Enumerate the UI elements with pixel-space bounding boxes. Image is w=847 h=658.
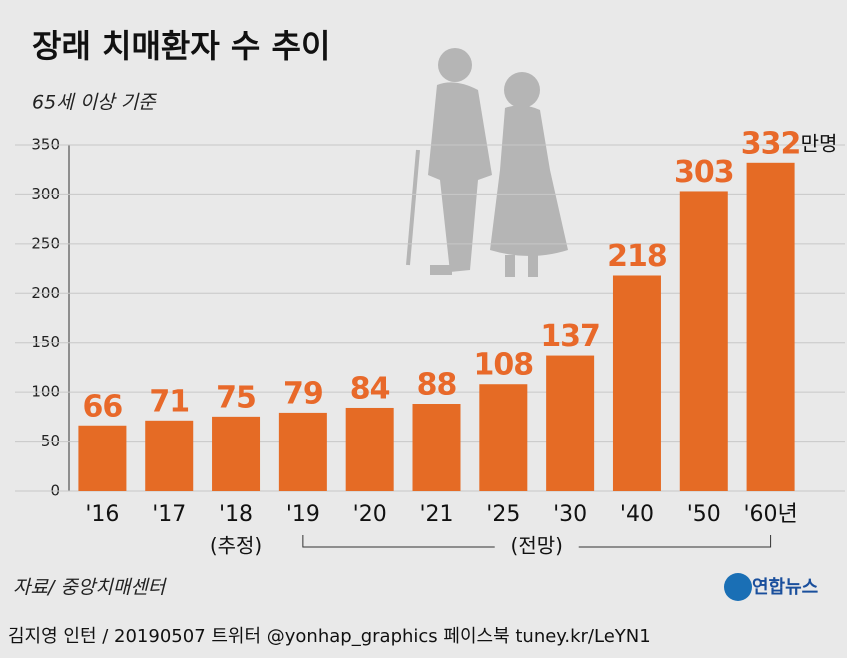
value-label: 332	[741, 126, 801, 161]
x-tick-label: '20	[353, 502, 387, 527]
bar	[145, 420, 194, 491]
value-label: 79	[283, 376, 323, 411]
bar	[546, 355, 595, 491]
value-label: 303	[674, 155, 734, 190]
bar	[345, 407, 394, 491]
x-tick-label: '40	[620, 502, 654, 527]
value-label: 84	[350, 371, 390, 406]
bar	[479, 384, 528, 491]
value-label: 108	[474, 348, 534, 383]
forecast-bracket	[302, 535, 772, 548]
forecast-note: (전망)	[511, 534, 563, 558]
elderly-silhouette	[406, 48, 568, 277]
x-tick-label: '50	[687, 502, 721, 527]
value-label: 88	[417, 368, 457, 403]
x-tick-label: '60년	[743, 502, 797, 527]
value-label: 71	[149, 384, 189, 419]
bar	[612, 275, 661, 491]
bar	[412, 404, 461, 491]
value-label: 137	[540, 319, 600, 354]
value-label: 66	[83, 389, 123, 424]
chart-subtitle: 65세 이상 기준	[32, 92, 157, 114]
unit-label: 만명	[801, 131, 838, 155]
x-tick-label: '17	[152, 502, 186, 527]
bar	[212, 416, 261, 491]
bar	[746, 162, 795, 491]
bar	[78, 425, 127, 491]
x-tick-label: '19	[286, 502, 320, 527]
x-tick-label: '21	[419, 502, 453, 527]
x-tick-label: '25	[486, 502, 520, 527]
source: 자료/ 중앙치매센터	[13, 577, 168, 599]
value-label: 75	[216, 380, 256, 415]
logo: 연합뉴스	[752, 576, 818, 598]
estimate-note: (추정)	[210, 534, 262, 558]
x-tick-label: '30	[553, 502, 587, 527]
logo-mark	[724, 573, 752, 601]
x-tick-label: '18	[219, 502, 253, 527]
bar	[679, 191, 728, 491]
value-label: 218	[607, 239, 667, 274]
credit: 김지영 인턴 / 20190507 트위터 @yonhap_graphics 페…	[8, 626, 651, 647]
bar	[278, 412, 327, 491]
x-tick-label: '16	[85, 502, 119, 527]
chart-title: 장래 치매환자 수 추이	[32, 27, 330, 65]
